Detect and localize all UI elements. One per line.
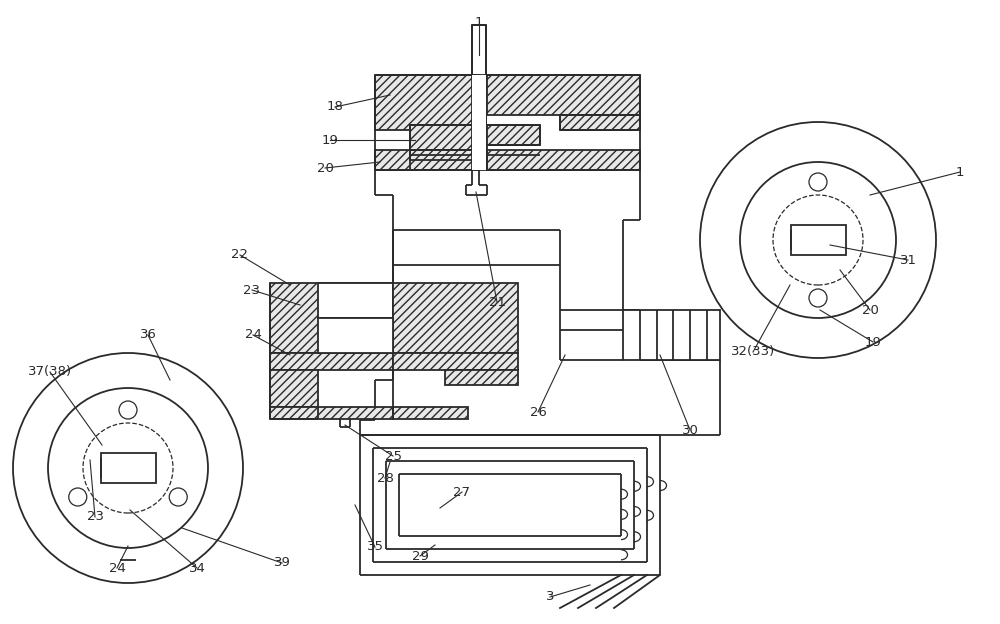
Text: 34: 34	[189, 562, 205, 575]
Bar	[375, 150, 479, 170]
Bar	[393, 407, 468, 419]
Text: 35: 35	[366, 540, 384, 553]
Circle shape	[700, 122, 936, 358]
Text: 18: 18	[327, 100, 343, 114]
Bar	[393, 353, 518, 370]
Circle shape	[773, 195, 863, 285]
Text: 32(33): 32(33)	[731, 346, 775, 359]
Bar	[791, 225, 846, 255]
Bar	[410, 125, 479, 155]
Bar	[487, 75, 640, 115]
Text: 28: 28	[377, 472, 393, 484]
Text: 29: 29	[412, 550, 428, 562]
Bar	[560, 115, 640, 130]
Bar	[101, 453, 156, 483]
Text: 20: 20	[862, 303, 878, 316]
Bar	[318, 318, 393, 353]
Bar	[270, 407, 393, 419]
Text: 1: 1	[475, 16, 483, 29]
Text: 36: 36	[140, 328, 156, 341]
Circle shape	[83, 423, 173, 513]
Bar	[318, 318, 393, 353]
Bar	[487, 150, 640, 170]
Bar	[472, 75, 486, 170]
Bar	[487, 125, 540, 145]
Bar	[270, 283, 393, 353]
Text: 39: 39	[274, 557, 290, 570]
Text: 21: 21	[488, 296, 506, 308]
Text: 19: 19	[322, 134, 338, 147]
Text: 26: 26	[530, 406, 546, 419]
Circle shape	[169, 488, 187, 506]
Bar	[375, 75, 479, 130]
Text: 30: 30	[682, 424, 698, 437]
Circle shape	[740, 162, 896, 318]
Circle shape	[809, 173, 827, 191]
Text: 23: 23	[87, 510, 104, 524]
Text: 25: 25	[384, 449, 402, 462]
Bar	[270, 353, 393, 370]
Circle shape	[13, 353, 243, 583]
Text: 22: 22	[232, 248, 248, 261]
Text: 19: 19	[865, 336, 881, 348]
Text: 37(38): 37(38)	[28, 366, 72, 379]
Text: 24: 24	[245, 328, 261, 341]
Text: 3: 3	[546, 590, 554, 603]
Text: 1: 1	[956, 165, 964, 178]
Bar	[472, 25, 486, 125]
Circle shape	[119, 401, 137, 419]
Text: 24: 24	[109, 562, 125, 575]
Bar	[445, 370, 518, 385]
Bar	[318, 283, 393, 318]
Bar	[270, 370, 318, 407]
Bar	[623, 310, 720, 360]
Circle shape	[48, 388, 208, 548]
Bar	[117, 459, 139, 477]
Text: 20: 20	[317, 162, 333, 175]
Bar	[807, 231, 829, 249]
Circle shape	[809, 289, 827, 307]
Circle shape	[69, 488, 87, 506]
Bar	[410, 150, 487, 160]
Text: 23: 23	[244, 283, 260, 296]
Text: 31: 31	[900, 253, 916, 266]
Text: 27: 27	[454, 485, 471, 499]
Bar	[393, 283, 518, 353]
